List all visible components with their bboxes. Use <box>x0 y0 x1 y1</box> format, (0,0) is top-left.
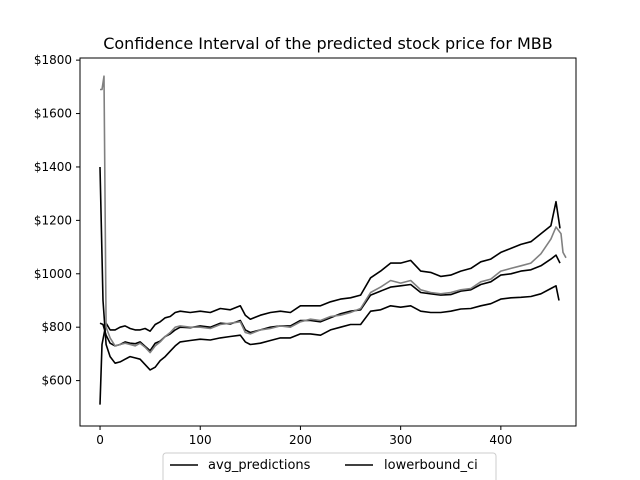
legend-label-avg-predictions: avg_predictions <box>208 458 311 473</box>
x-axis: 0 100 200 300 400 <box>96 426 512 447</box>
series-line-unlabeled-2 <box>99 200 561 405</box>
x-tick-label: 300 <box>389 433 412 447</box>
series-line-lowerbound-ci <box>99 166 560 371</box>
chart-title: Confidence Interval of the predicted sto… <box>103 34 553 53</box>
x-tick-label: 200 <box>289 433 312 447</box>
y-axis: $600 $800 $1000 $1200 $1400 $1600 $1800 <box>34 53 80 388</box>
series-line-unlabeled-3 <box>100 75 567 354</box>
y-tick-label: $600 <box>41 374 72 388</box>
y-tick-label: $1800 <box>34 53 72 67</box>
y-tick-label: $1000 <box>34 267 72 281</box>
plot-area <box>79 57 577 427</box>
y-tick-label: $1400 <box>34 160 72 174</box>
x-tick-label: 400 <box>489 433 512 447</box>
y-tick-label: $800 <box>41 320 72 334</box>
x-tick-label: 0 <box>96 433 104 447</box>
legend-frame <box>162 452 497 480</box>
y-tick-label: $1600 <box>34 107 72 121</box>
legend-label-lowerbound-ci: lowerbound_ci <box>384 458 478 473</box>
legend: avg_predictions lowerbound_ci <box>162 452 497 480</box>
x-tick-label: 100 <box>189 433 212 447</box>
series-layer <box>99 75 567 405</box>
axes-frame <box>79 57 577 427</box>
y-tick-label: $1200 <box>34 213 72 227</box>
